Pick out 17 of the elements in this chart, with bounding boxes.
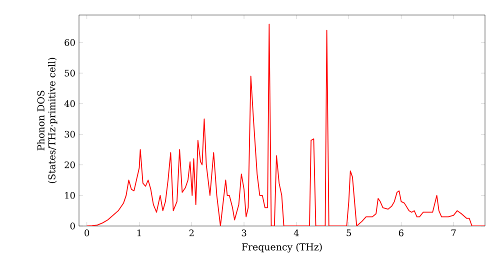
y-tick-label: 30: [64, 130, 75, 138]
x-tick-label: 2: [189, 230, 194, 236]
y-tick-label: 40: [64, 100, 75, 108]
x-axis-title: Frequency (THz): [242, 243, 322, 252]
y-tick-label: 20: [64, 161, 75, 168]
x-tick-label: 4: [294, 230, 299, 236]
x-tick-label: 6: [398, 230, 404, 236]
y-tick-label: 60: [64, 39, 75, 46]
x-tick-label: 0: [84, 230, 90, 236]
x-tick-label: 7: [451, 230, 456, 236]
x-tick-label: 1: [137, 230, 141, 236]
y-tick-label: 50: [64, 70, 75, 76]
y-axis-title: Phonon DOS (States/THz·primitive cell): [37, 58, 58, 184]
y-tick-label: 10: [65, 192, 75, 199]
x-tick-label: 5: [346, 230, 351, 236]
y-tick-label: 0: [70, 222, 75, 230]
x-tick-label: 3: [242, 230, 246, 236]
